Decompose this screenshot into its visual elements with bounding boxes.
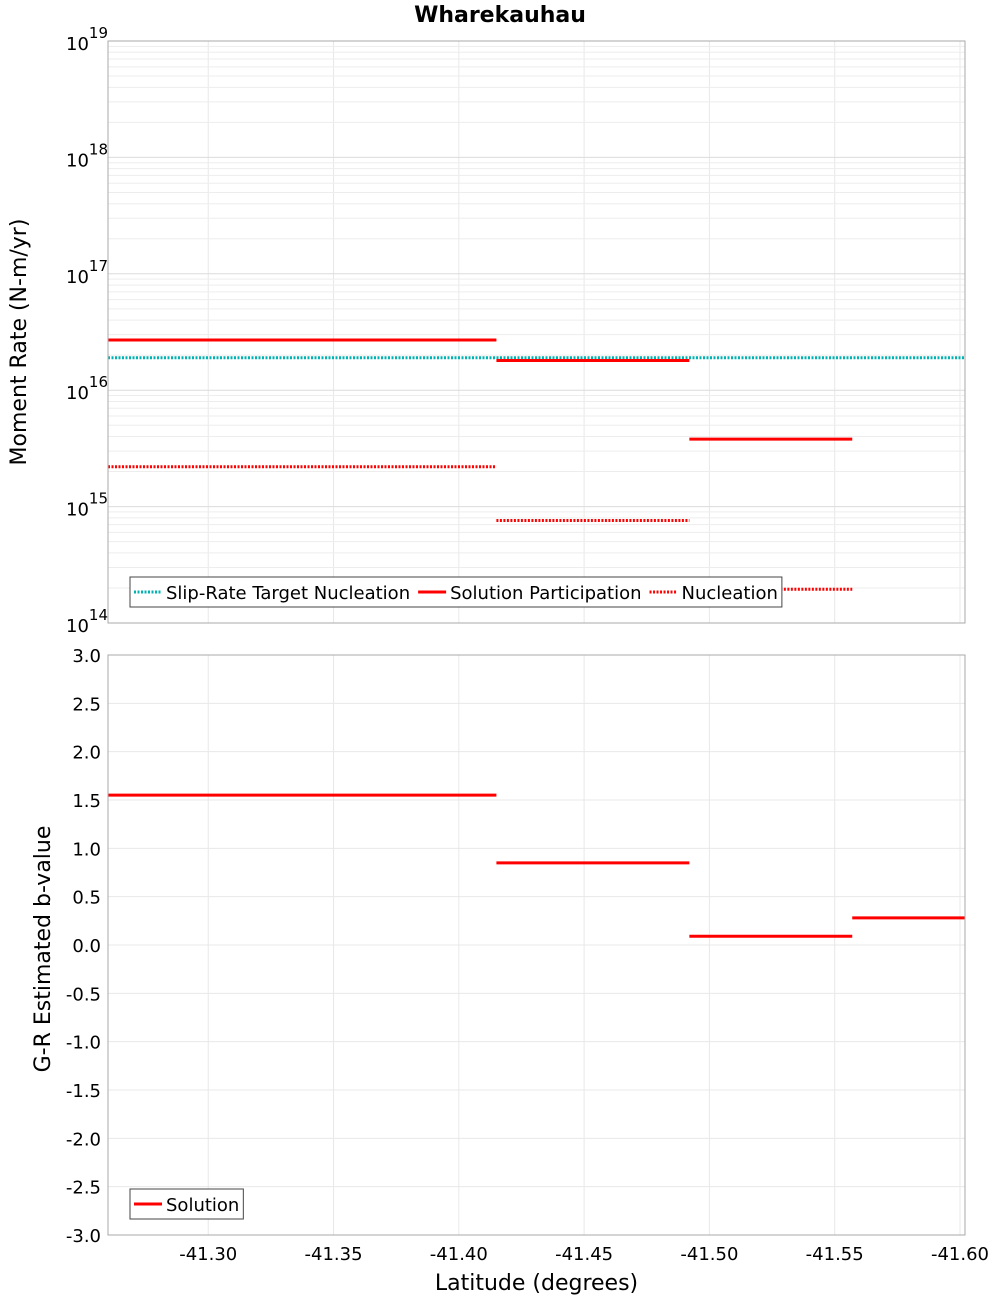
y-tick-label: 1015 [66,490,108,521]
b-value-series [108,793,965,938]
y-tick-label: -1.0 [66,1033,101,1054]
y-tick-label: 2.0 [72,743,101,764]
y-tick-label: -0.5 [66,984,101,1005]
y-tick-label: 1018 [66,140,108,171]
y-tick-label: -2.0 [66,1129,101,1150]
y-tick-label: 1019 [66,24,108,55]
moment-rate-legend: Slip-Rate Target Nucleation Solution Part… [129,576,783,608]
b-value-y-axis-label: G-R Estimated b-value [31,826,56,1073]
moment-rate-plot-frame [107,40,966,624]
y-tick-label: 1.0 [72,839,101,860]
b-value-plot-frame [107,654,966,1236]
x-tick-label: -41.40 [430,1244,488,1265]
y-tick-label: 1017 [66,257,108,288]
legend-label: Solution [166,1195,239,1216]
b-value-grid [108,654,965,1236]
y-tick-label: 3.0 [72,646,101,667]
b-value-x-ticks: -41.30 -41.35 -41.40 -41.45 -41.50 -41.55 -41.… [179,1244,989,1265]
x-tick-label: -41.50 [680,1244,738,1265]
y-tick-label: 1.5 [72,791,101,812]
y-tick-label: -2.5 [66,1178,101,1199]
moment-rate-y-axis-label: Moment Rate (N-m/yr) [7,219,32,466]
y-tick-label: -3.0 [66,1226,101,1247]
x-tick-label: -41.30 [179,1244,237,1265]
x-tick-label: -41.35 [305,1244,363,1265]
x-tick-label: -41.45 [555,1244,613,1265]
x-tick-label: -41.55 [806,1244,864,1265]
legend-box [129,576,783,608]
y-tick-label: -1.5 [66,1081,101,1102]
b-value-legend: Solution [129,1188,244,1220]
legend-label: Nucleation [682,583,778,604]
b-value-y-ticks: 3.0 2.5 2.0 1.5 1.0 0.5 0.0 -0.5 -1.0 -1.5 -2.0 -2.… [66,646,101,1247]
y-tick-label: 2.5 [72,694,101,715]
x-axis-label: Latitude (degrees) [435,1271,638,1296]
x-tick-label: -41.60 [931,1244,989,1265]
b-value-panel: 3.0 2.5 2.0 1.5 1.0 0.5 0.0 -0.5 -1.0 -1.5 -2.0 -2.… [31,646,989,1296]
legend-label: Solution Participation [450,583,641,604]
y-tick-label: 0.0 [72,936,101,957]
y-tick-label: 1014 [66,606,108,637]
legend-label: Slip-Rate Target Nucleation [166,583,410,604]
y-tick-label: 1016 [66,373,108,404]
moment-rate-series [108,338,965,591]
moment-rate-panel: 1014 1015 1016 1017 1018 1019 Moment Rate (N-… [7,24,966,637]
chart-title: Wharekauhau [414,3,586,28]
y-tick-label: 0.5 [72,888,101,909]
moment-rate-grid [108,41,965,624]
moment-rate-y-ticks: 1014 1015 1016 1017 1018 1019 [66,24,108,637]
